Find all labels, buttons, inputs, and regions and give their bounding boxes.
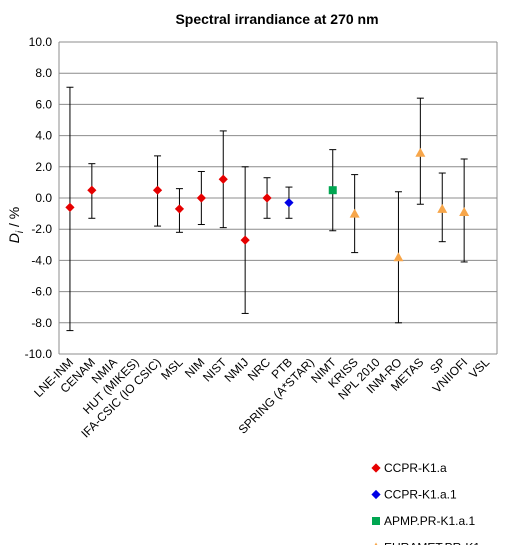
data-point	[328, 186, 337, 195]
data-point	[196, 193, 206, 203]
y-tick-label: 8.0	[35, 66, 52, 80]
gridlines	[58, 41, 498, 355]
y-axis-label: Di / %	[6, 207, 26, 243]
y-tick-label: -2.0	[31, 222, 52, 236]
legend-label: CCPR-K1.a	[384, 461, 447, 475]
x-category-label: MSL	[158, 355, 186, 383]
legend-marker	[371, 489, 381, 500]
y-axis-label-symbol: D	[6, 233, 22, 243]
y-tick-label: -8.0	[31, 316, 52, 330]
legend-label: CCPR-K1.a.1	[384, 488, 457, 502]
data-point	[152, 185, 163, 195]
y-axis-label-unit: / %	[6, 207, 22, 231]
x-category-label: NMIJ	[222, 355, 252, 385]
y-tick-label: 0.0	[35, 191, 52, 205]
legend-marker	[371, 463, 381, 473]
legend-marker	[374, 542, 378, 545]
y-tick-label: 4.0	[35, 129, 52, 143]
data-point	[284, 198, 294, 208]
y-axis-label-subscript: i	[15, 230, 26, 233]
y-tick-label: -4.0	[31, 253, 52, 267]
legend-marker	[372, 517, 380, 525]
y-tick-label: 2.0	[35, 160, 52, 174]
y-tick-label: -10.0	[25, 347, 53, 361]
chart-title: Spectral irrandiance at 270 nm	[175, 11, 378, 27]
y-tick-label: -6.0	[31, 285, 52, 299]
data-point	[65, 202, 75, 212]
data-point	[393, 252, 404, 262]
x-category-label: VSL	[466, 355, 492, 381]
data-point	[218, 174, 228, 184]
data-point	[459, 207, 470, 217]
data-point	[87, 185, 97, 195]
y-axis-ticks: -10.0 -8.0 -6.0 -4.0 -2.0 0.0 2.0 4.0 6.0 8.0 10.0	[25, 35, 53, 361]
data-point	[174, 204, 185, 214]
plot-area	[65, 86, 470, 332]
data-point	[415, 147, 426, 157]
data-point	[262, 193, 272, 203]
data-point	[437, 203, 448, 213]
legend: CCPR-K1.a CCPR-K1.a.1 APMP.PR-K1.a.1 EURAME…	[371, 461, 490, 545]
y-tick-label: 6.0	[35, 97, 52, 111]
data-point	[349, 208, 360, 218]
legend-label: APMP.PR-K1.a.1	[384, 514, 475, 528]
x-category-label: NRC	[245, 355, 274, 384]
legend-label: EURAMET.PR-K1.a	[384, 541, 490, 545]
y-tick-label: 10.0	[29, 35, 53, 49]
data-point	[240, 235, 250, 245]
